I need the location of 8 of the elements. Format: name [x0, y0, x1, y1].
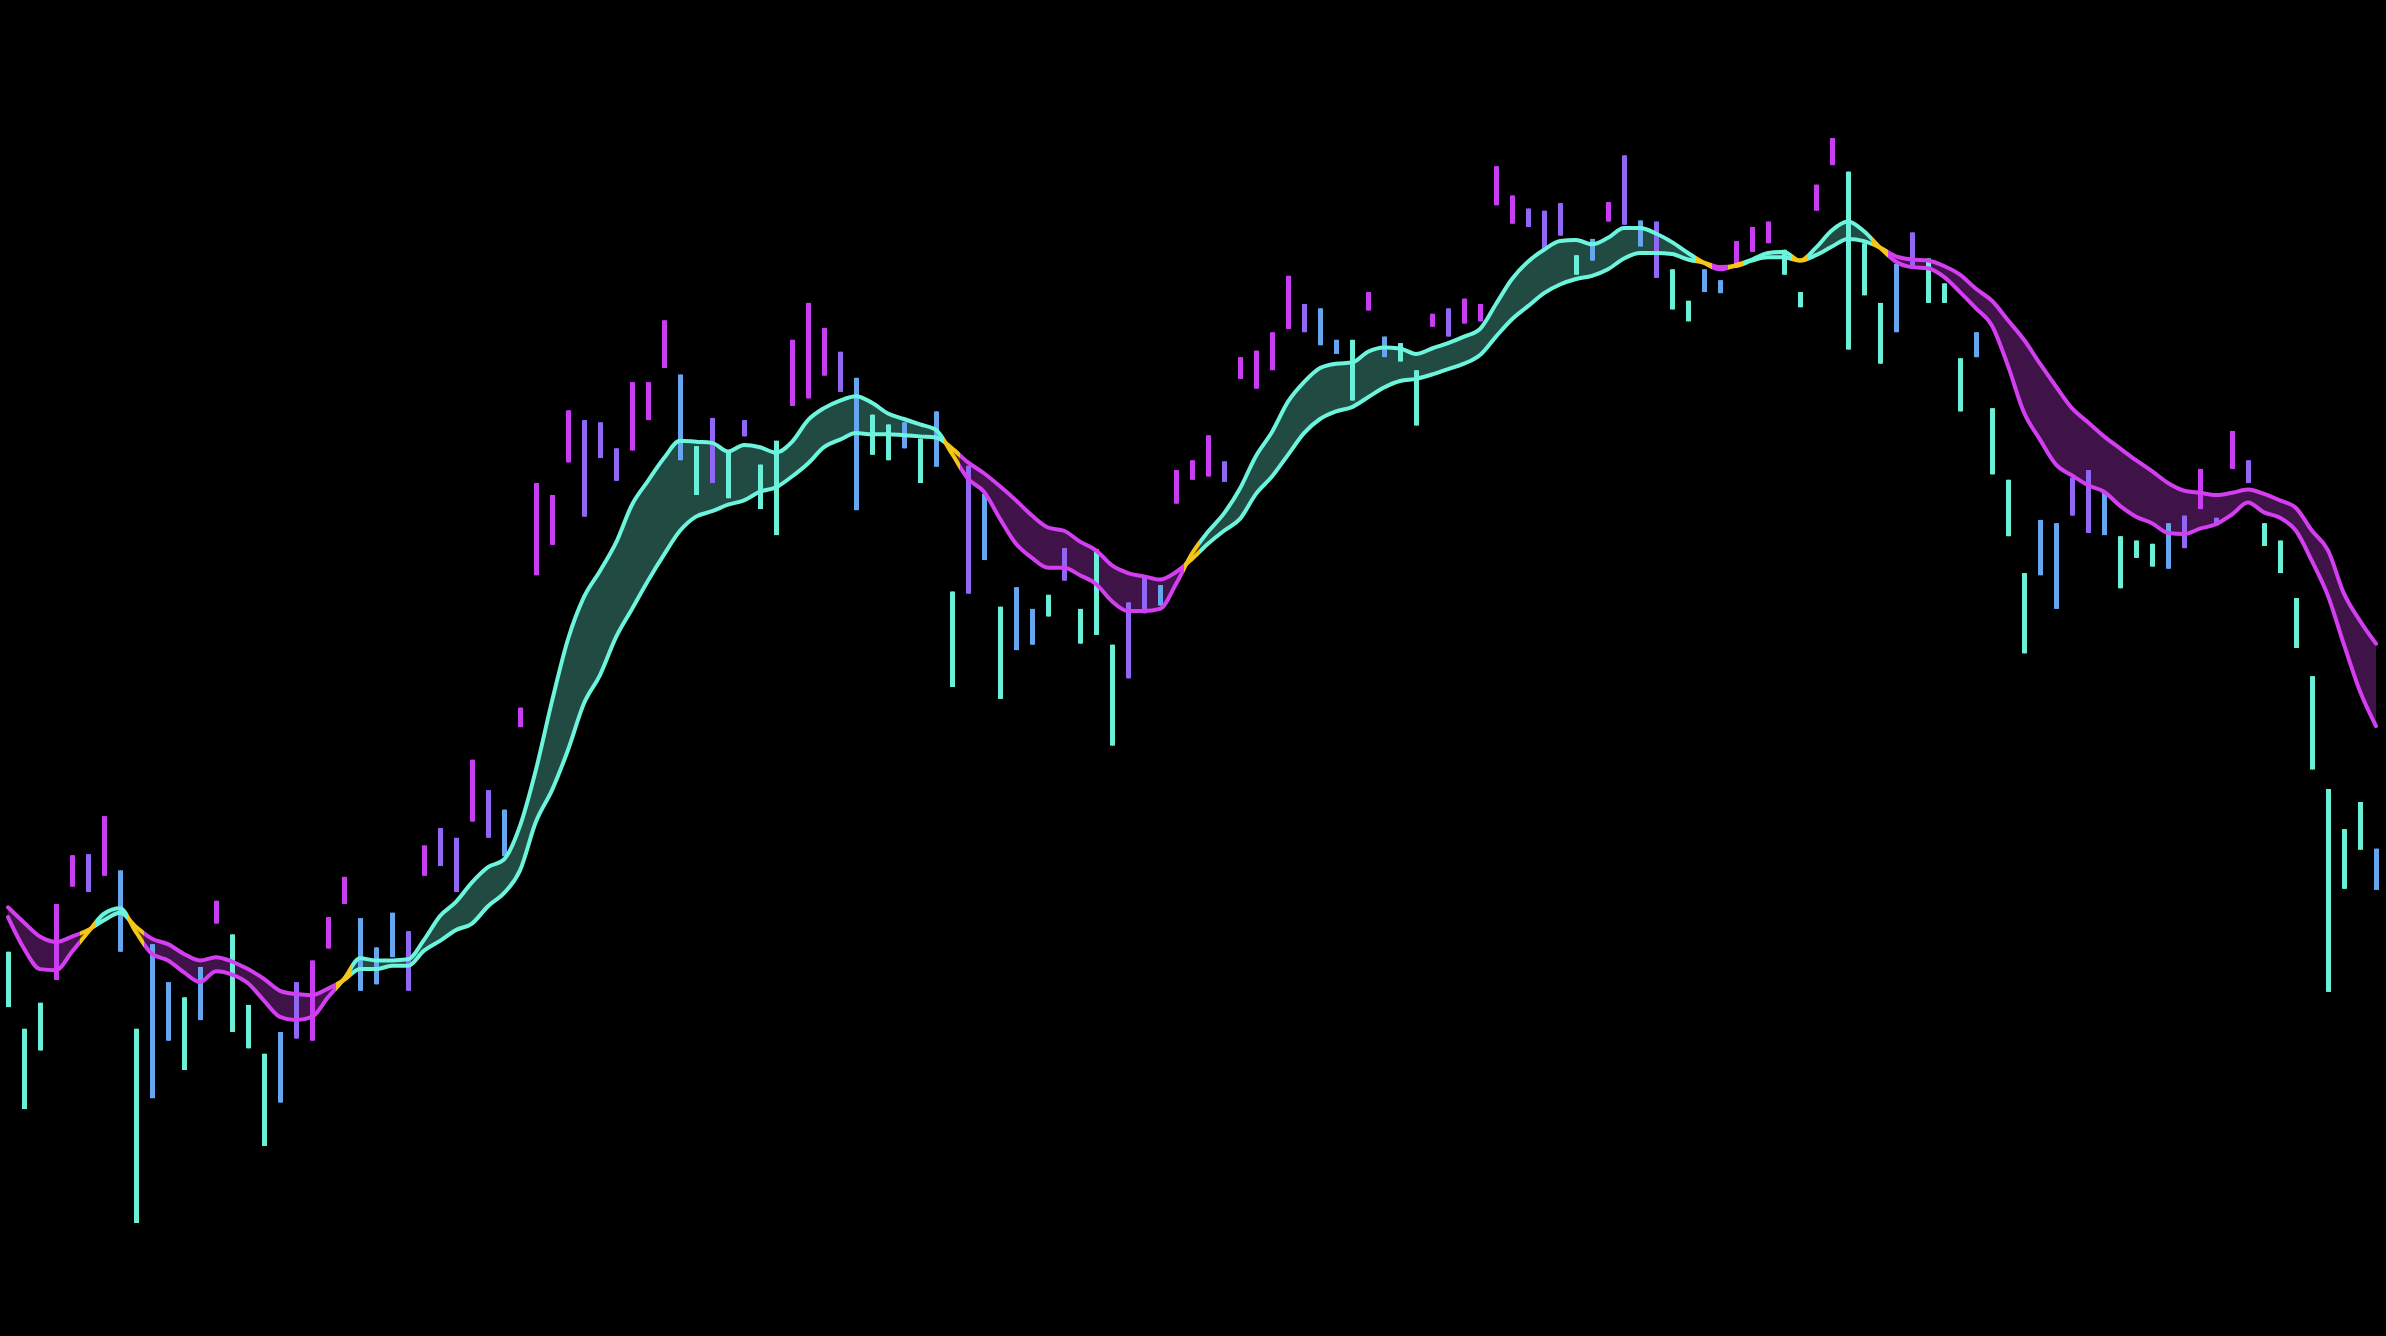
candlestick	[1190, 459, 1195, 481]
candlestick	[1366, 291, 1371, 312]
candlestick	[2262, 522, 2267, 547]
candlestick	[1606, 201, 1611, 223]
candlestick	[1942, 282, 1947, 304]
candlestick	[1574, 254, 1579, 276]
candlestick	[1238, 356, 1243, 380]
candlestick	[1222, 460, 1227, 483]
